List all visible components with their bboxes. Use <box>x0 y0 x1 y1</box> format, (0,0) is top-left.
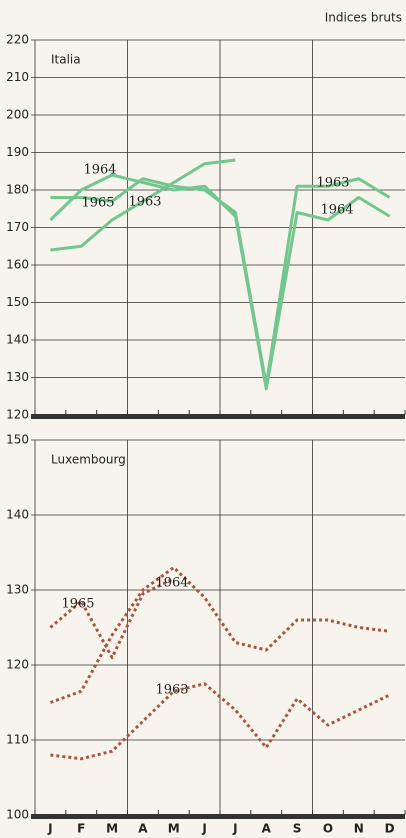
y-tick-label: 140 <box>6 508 29 522</box>
y-tick-label: 150 <box>6 295 29 309</box>
y-tick-label: 210 <box>6 70 29 84</box>
x-tick-label: A <box>138 822 148 836</box>
y-tick-label: 200 <box>6 108 29 122</box>
panel-title: Italia <box>51 53 81 67</box>
x-tick-label: J <box>232 822 237 836</box>
y-tick-label: 140 <box>6 333 29 347</box>
x-tick-label: M <box>168 822 180 836</box>
annotation: 1963 <box>128 195 161 210</box>
panel-title: Luxembourg <box>51 453 126 467</box>
x-axis <box>31 814 405 819</box>
y-tick-label: 100 <box>6 808 29 822</box>
y-tick-label: 130 <box>6 583 29 597</box>
x-tick-label: M <box>106 822 118 836</box>
y-tick-label: 170 <box>6 220 29 234</box>
y-tick-label: 120 <box>6 658 29 672</box>
x-tick-label: D <box>385 822 395 836</box>
y-tick-label: 120 <box>6 408 29 422</box>
x-axis <box>31 414 405 419</box>
header: Indices bruts <box>325 11 402 25</box>
series-line <box>49 173 391 391</box>
y-tick-label: 190 <box>6 145 29 159</box>
y-tick-label: 180 <box>6 183 29 197</box>
series-line <box>49 577 175 659</box>
y-tick-label: 110 <box>6 733 29 747</box>
annotation: 1963 <box>155 683 188 698</box>
y-tick-label: 130 <box>6 370 29 384</box>
x-tick-label: N <box>354 822 364 836</box>
annotation: 1965 <box>61 597 94 612</box>
annotation: 1964 <box>155 576 188 591</box>
y-tick-label: 220 <box>6 33 29 47</box>
x-tick-label: A <box>262 822 272 836</box>
y-tick-label: 160 <box>6 258 29 272</box>
annotation: 1965 <box>81 196 114 211</box>
series-line <box>50 682 391 761</box>
x-tick-label: J <box>47 822 52 836</box>
y-tick-label: 150 <box>6 433 29 447</box>
x-tick-label: S <box>293 822 302 836</box>
series-line <box>50 158 236 252</box>
x-tick-label: O <box>323 822 333 836</box>
annotation: 1964 <box>320 203 353 218</box>
annotation: 1963 <box>316 176 349 191</box>
series-line <box>49 566 390 704</box>
x-tick-label: F <box>77 822 85 836</box>
annotation: 1964 <box>83 163 116 178</box>
x-tick-label: J <box>201 822 206 836</box>
